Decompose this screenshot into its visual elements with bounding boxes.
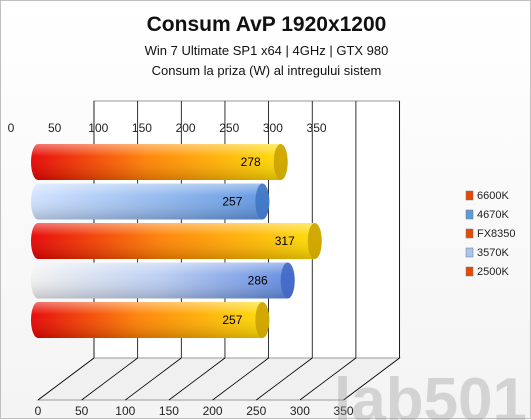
bar-shading (31, 144, 288, 180)
x-tick-label-top: 0 (8, 121, 15, 135)
gridline-floor (81, 357, 138, 401)
chart-subtitle-2: Consum la priza (W) al intregului sistem (151, 63, 382, 78)
gridline-floor (343, 357, 400, 401)
x-tick-label: 0 (35, 404, 42, 418)
chart-title: Consum AvP 1920x1200 (146, 13, 387, 36)
legend-swatch (465, 228, 474, 239)
data-label: 257 (222, 313, 242, 327)
legend-swatch (465, 190, 474, 201)
bar-end-cap (280, 262, 295, 299)
gridline-floor (256, 357, 313, 401)
gridline-floor (168, 357, 226, 401)
bar-shading (31, 223, 322, 259)
legend-swatch (465, 266, 474, 277)
bar-shading (31, 262, 295, 299)
x-tick-label: 150 (159, 404, 179, 418)
x-tick-label-top: 350 (307, 121, 327, 135)
data-label: 257 (222, 195, 242, 209)
bar-shading (31, 183, 270, 220)
x-tick-label: 350 (334, 404, 354, 418)
legend-label: FX8350 (477, 228, 516, 240)
bar-shading (31, 302, 270, 338)
bar-end-cap (255, 302, 270, 338)
x-tick-label-top: 100 (88, 121, 108, 135)
x-tick-label-top: 50 (48, 121, 62, 135)
data-label: 286 (248, 274, 268, 288)
gridline-floor (299, 357, 357, 401)
legend-swatch (465, 209, 474, 220)
legend-swatch (465, 247, 474, 258)
legend-label: 3570K (477, 247, 509, 259)
x-tick-label: 300 (290, 404, 310, 418)
data-label: 278 (241, 155, 261, 169)
chart-subtitle: Win 7 Ultimate SP1 x64 | 4GHz | GTX 980 (144, 43, 389, 58)
x-tick-label: 250 (246, 404, 266, 418)
x-tick-label: 50 (75, 404, 89, 418)
x-tick-label: 200 (203, 404, 223, 418)
data-label: 317 (275, 234, 295, 248)
x-tick-label-top: 150 (132, 121, 152, 135)
x-tick-label-top: 300 (263, 121, 283, 135)
bar-end-cap (273, 144, 288, 180)
x-tick-label: 100 (115, 404, 135, 418)
bar-end-cap (255, 183, 270, 220)
bar-end-cap (307, 223, 322, 259)
legend-label: 6600K (477, 190, 509, 202)
gridline-floor (37, 357, 95, 401)
legend-label: 4670K (477, 209, 509, 221)
watermark-logo: lab501 (334, 366, 527, 420)
legend-label: 2500K (477, 266, 509, 278)
gridline-floor (212, 357, 269, 401)
gridline-floor (125, 357, 182, 401)
x-tick-label-top: 200 (176, 121, 196, 135)
x-tick-label-top: 250 (219, 121, 239, 135)
